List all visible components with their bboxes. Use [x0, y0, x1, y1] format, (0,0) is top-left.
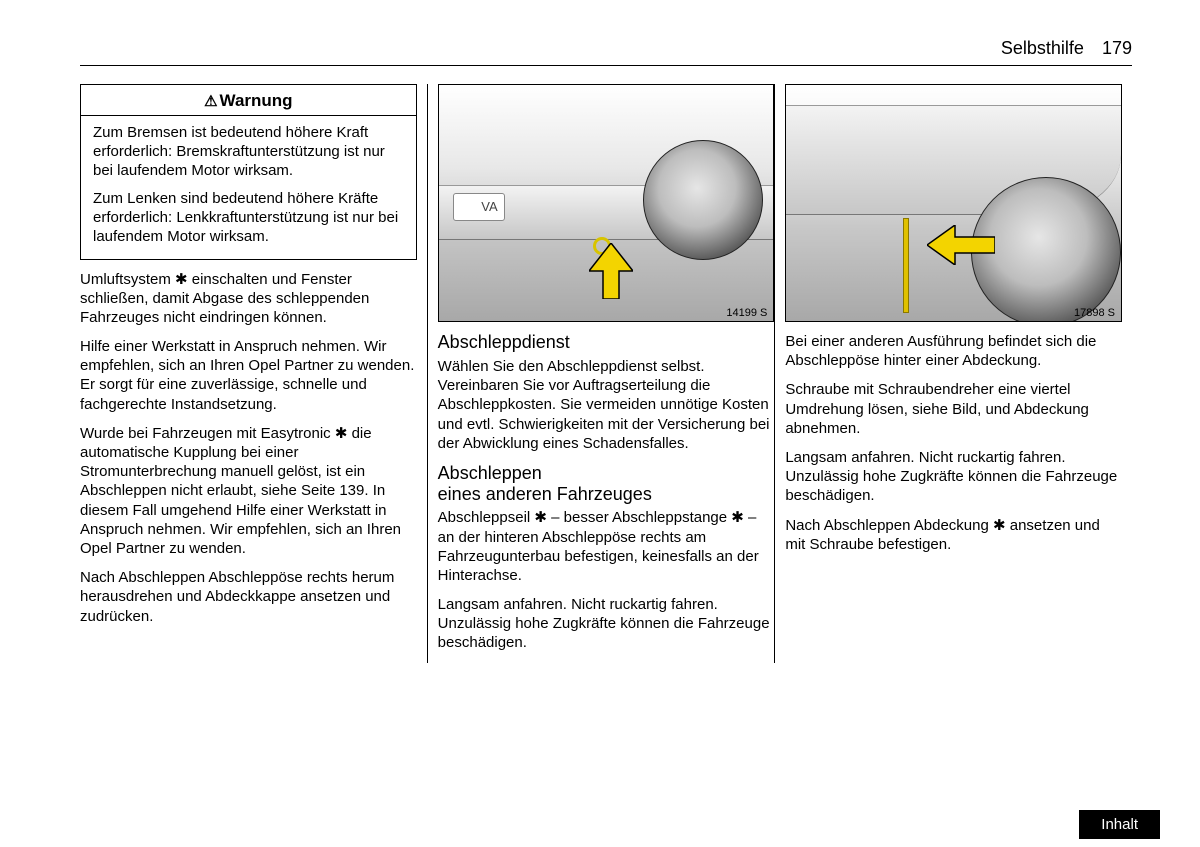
- body-paragraph: Schraube mit Schraubendreher eine vierte…: [785, 380, 1122, 438]
- text-fragment: Wurde bei Fahrzeugen mit Easytronic: [80, 425, 335, 442]
- section-title: Selbsthilfe: [1001, 38, 1084, 59]
- text-fragment: Abschleppseil: [438, 509, 535, 526]
- heading-line-1: Abschleppen: [438, 463, 542, 483]
- page-number: 179: [1102, 38, 1132, 59]
- figure-tow-eye-rear: VA 14199 S: [438, 84, 775, 322]
- snowflake-icon: ✱: [175, 271, 188, 288]
- arrow-up-icon: [589, 243, 633, 299]
- body-paragraph: Wurde bei Fahrzeugen mit Easytronic ✱ di…: [80, 424, 417, 558]
- page-header: Selbsthilfe 179: [80, 38, 1132, 66]
- warning-body: Zum Bremsen ist bedeutend höhere Kraft e…: [81, 116, 416, 259]
- warning-paragraph-1: Zum Bremsen ist bedeutend höhere Kraft e…: [93, 124, 404, 180]
- heading-line-2: eines anderen Fahrzeuges: [438, 484, 652, 504]
- column-3: 17898 S Bei einer anderen Ausführung bef…: [775, 84, 1132, 663]
- body-paragraph: Langsam anfahren. Nicht ruckartig fahren…: [785, 448, 1122, 506]
- snowflake-icon: ✱: [731, 509, 744, 526]
- figure-id-label: 17898 S: [1074, 307, 1115, 319]
- text-fragment: Nach Abschleppen Abdeckung: [785, 517, 993, 534]
- text-fragment: die automatische Kupplung bei einer Stro…: [80, 425, 401, 557]
- heading-abschleppen: Abschleppen eines anderen Fahrzeuges: [438, 463, 775, 504]
- body-paragraph: Nach Abschleppen Abschleppöse rechts her…: [80, 568, 417, 626]
- warning-triangle-icon: ⚠: [204, 93, 217, 110]
- snowflake-icon: ✱: [335, 425, 348, 442]
- figure-license-plate: VA: [453, 193, 505, 221]
- text-fragment: Umluftsystem: [80, 271, 175, 288]
- body-paragraph: Nach Abschleppen Abdeckung ✱ ansetzen un…: [785, 516, 1122, 554]
- body-paragraph: Umluftsystem ✱ einschalten und Fenster s…: [80, 270, 417, 328]
- snowflake-icon: ✱: [534, 509, 547, 526]
- column-1: ⚠Warnung Zum Bremsen ist bedeutend höher…: [80, 84, 427, 663]
- arrow-left-icon: [927, 225, 995, 269]
- warning-heading: ⚠Warnung: [81, 85, 416, 116]
- body-paragraph: Hilfe einer Werkstatt in Anspruch nehmen…: [80, 337, 417, 414]
- body-paragraph: Bei einer anderen Ausführung befindet si…: [785, 332, 1122, 370]
- snowflake-icon: ✱: [993, 517, 1006, 534]
- toc-button[interactable]: Inhalt: [1079, 810, 1160, 839]
- figure-id-label: 14199 S: [726, 307, 767, 319]
- warning-box: ⚠Warnung Zum Bremsen ist bedeutend höher…: [80, 84, 417, 260]
- warning-title: Warnung: [220, 91, 293, 110]
- body-paragraph: Langsam anfahren. Nicht ruckartig fahren…: [438, 595, 775, 653]
- heading-abschleppdienst: Abschleppdienst: [438, 332, 775, 353]
- figure-tow-eye-cover: 17898 S: [785, 84, 1122, 322]
- warning-paragraph-2: Zum Lenken sind bedeutend höhere Kräfte …: [93, 190, 404, 246]
- column-2: VA 14199 S Abschleppdienst Wählen Sie de…: [428, 84, 775, 663]
- text-fragment: – besser Abschleppstange: [547, 509, 731, 526]
- figure-wheel: [643, 140, 763, 260]
- body-paragraph: Abschleppseil ✱ – besser Abschleppstange…: [438, 508, 775, 585]
- figure-screwdriver: [903, 218, 909, 313]
- body-paragraph: Wählen Sie den Abschleppdienst selbst. V…: [438, 357, 775, 453]
